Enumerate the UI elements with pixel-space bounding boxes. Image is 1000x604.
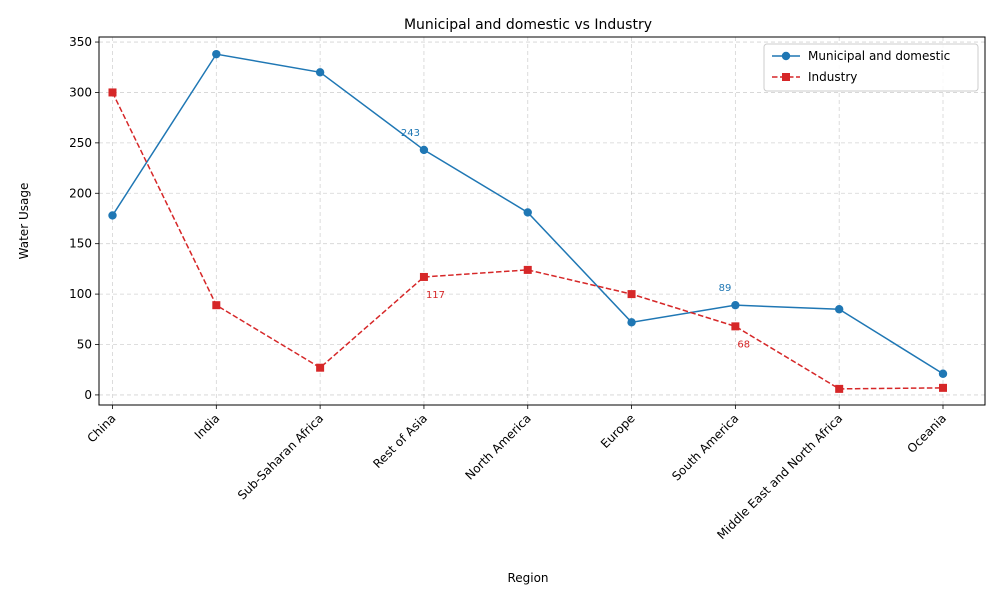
x-tick-label: North America: [463, 411, 534, 482]
x-axis-label: Region: [507, 571, 548, 585]
data-point: [316, 363, 325, 372]
x-tick-label: Oceania: [905, 411, 950, 456]
data-point: [939, 383, 947, 392]
data-point: [108, 88, 117, 97]
data-label: 117: [426, 290, 445, 301]
data-point: [835, 384, 844, 393]
x-tick-label: China: [84, 411, 118, 445]
y-tick-label: 200: [69, 186, 92, 200]
data-point: [523, 208, 532, 217]
x-tick-label: India: [192, 411, 223, 442]
x-tick-label: Middle East and North Africa: [714, 411, 845, 542]
data-label: 89: [719, 283, 732, 294]
y-tick-label: 250: [69, 136, 92, 150]
x-tick-label: Europe: [598, 411, 638, 451]
chart-title: Municipal and domestic vs Industry: [404, 17, 652, 33]
y-tick-label: 350: [69, 35, 92, 49]
plot-frame: [98, 36, 986, 406]
y-tick-label: 300: [69, 85, 92, 99]
legend-label: Industry: [808, 70, 857, 84]
data-point: [627, 318, 636, 327]
data-point: [731, 322, 740, 331]
data-point: [627, 290, 636, 299]
data-point: [212, 301, 221, 310]
data-label: 68: [737, 339, 750, 350]
series-layer: 243 89 117 68: [108, 49, 948, 393]
legend-label: Municipal and domestic: [808, 49, 950, 63]
legend-item: Industry: [772, 70, 857, 84]
axes: 0 50 100 150 200 250 300 350 China India Sub-Sahar…: [69, 35, 949, 542]
data-point: [315, 68, 325, 77]
data-point: [834, 305, 844, 314]
data-point: [108, 211, 117, 220]
y-tick-label: 150: [69, 237, 92, 251]
y-tick-label: 0: [84, 388, 92, 402]
legend-box: [763, 43, 979, 92]
data-point: [938, 369, 948, 378]
y-axis-label: Water Usage: [17, 183, 31, 260]
legend: Municipal and domestic Industry: [763, 43, 979, 92]
y-tick-label: 100: [69, 287, 92, 301]
legend-marker: [782, 73, 790, 81]
series-line: [111, 92, 944, 390]
legend-item: Municipal and domestic: [772, 49, 950, 63]
x-tick-label: South America: [669, 411, 741, 483]
data-point: [419, 272, 428, 281]
data-point: [419, 145, 429, 155]
legend-marker: [781, 51, 791, 61]
data-point: [523, 265, 532, 274]
data-point: [212, 49, 221, 59]
x-tick-label: Sub-Saharan Africa: [235, 411, 326, 502]
series-municipal-and-domestic: 243 89: [108, 49, 948, 378]
x-tick-label: Rest of Asia: [370, 411, 430, 471]
data-label: 243: [401, 128, 420, 139]
grid: [99, 37, 985, 405]
y-tick-label: 50: [77, 338, 92, 352]
series-industry: 117 68: [108, 88, 947, 393]
data-point: [731, 300, 740, 310]
